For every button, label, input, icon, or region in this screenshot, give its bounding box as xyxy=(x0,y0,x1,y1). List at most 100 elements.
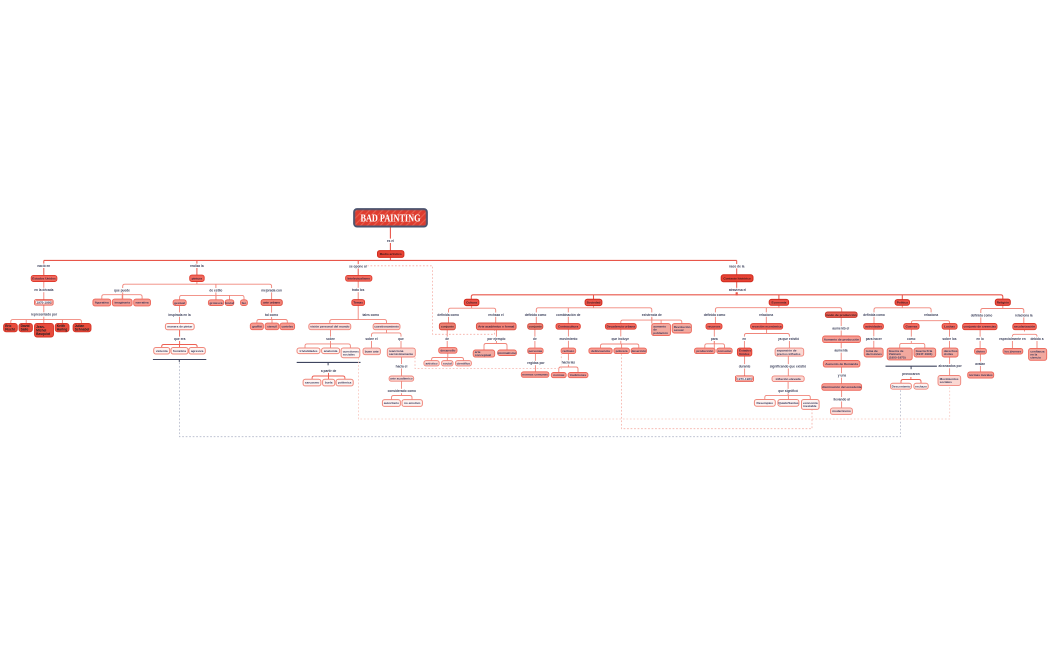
svg-text:1970-1980: 1970-1980 xyxy=(737,377,752,381)
svg-text:personas: personas xyxy=(529,349,543,353)
svg-text:sociales: sociales xyxy=(940,380,952,384)
svg-text:1970-1980: 1970-1980 xyxy=(37,301,52,305)
svg-text:durante: durante xyxy=(739,364,751,368)
svg-text:significando que existió: significando que existió xyxy=(770,364,806,368)
svg-text:civiles: civiles xyxy=(944,352,954,356)
svg-text:reacciona: reacciona xyxy=(389,349,404,353)
svg-text:deserción: deserción xyxy=(631,349,646,353)
svg-text:Schnabel: Schnabel xyxy=(75,328,90,332)
svg-text:buen arte: buen arte xyxy=(365,350,379,354)
svg-text:actividades: actividades xyxy=(865,325,882,329)
svg-text:anatomía: anatomía xyxy=(324,349,338,353)
svg-text:los jóvenes: los jóvenes xyxy=(1004,349,1021,353)
svg-text:grotesca: grotesca xyxy=(210,301,223,305)
svg-text:conjunto: conjunto xyxy=(441,325,454,329)
svg-text:tradiciones: tradiciones xyxy=(570,373,587,377)
svg-text:alcanzados por: alcanzados por xyxy=(938,364,962,368)
svg-text:modo de producción: modo de producción xyxy=(826,313,857,317)
svg-text:Aumento de Demanda: Aumento de Demanda xyxy=(825,362,858,366)
svg-text:de: de xyxy=(445,337,449,341)
svg-text:social: social xyxy=(443,361,452,365)
svg-text:considerado como: considerado como xyxy=(388,389,416,393)
svg-text:sarcásticamente: sarcásticamente xyxy=(389,352,414,356)
svg-text:Estados: Estados xyxy=(739,349,751,353)
svg-text:definida como: definida como xyxy=(704,313,726,317)
svg-text:especialmente en: especialmente en xyxy=(999,337,1026,341)
svg-text:trivialidades: trivialidades xyxy=(299,349,317,353)
svg-text:atraviesa el: atraviesa el xyxy=(729,288,746,292)
svg-text:aumento: aumento xyxy=(653,325,666,329)
svg-text:Michel: Michel xyxy=(36,328,46,332)
svg-text:Haring: Haring xyxy=(57,328,67,332)
svg-text:inspirada en la: inspirada en la xyxy=(168,313,191,317)
svg-text:no emotivo: no emotivo xyxy=(404,401,421,405)
svg-text:minimalismo: minimalismo xyxy=(498,351,517,355)
svg-text:normas comunes: normas comunes xyxy=(522,373,548,377)
svg-text:arte: arte xyxy=(475,350,481,354)
svg-text:cuestiones: cuestiones xyxy=(343,349,359,353)
svg-text:Basquiat: Basquiat xyxy=(36,332,51,336)
svg-text:sobre los: sobre los xyxy=(942,337,956,341)
svg-text:polémica: polémica xyxy=(338,381,352,385)
svg-text:derechos: derechos xyxy=(944,349,958,353)
svg-text:Estados Unidos: Estados Unidos xyxy=(32,277,56,281)
svg-text:por ejemplo: por ejemplo xyxy=(487,337,505,341)
svg-text:que: que xyxy=(398,337,404,341)
svg-text:y una: y una xyxy=(838,374,847,378)
svg-text:frenética: frenética xyxy=(173,349,186,353)
svg-text:expansión de: expansión de xyxy=(777,349,797,353)
svg-text:mejorada con: mejorada con xyxy=(261,288,282,292)
svg-text:definida como: definida como xyxy=(437,313,459,317)
svg-text:se opone al: se opone al xyxy=(349,264,367,268)
svg-text:ciencia: ciencia xyxy=(1030,356,1041,360)
svg-text:de: de xyxy=(533,337,537,341)
svg-text:Cultura: Cultura xyxy=(466,301,477,305)
svg-text:Eric: Eric xyxy=(5,324,11,328)
svg-text:inestable: inestable xyxy=(803,404,817,408)
svg-text:Intelectualismo: Intelectualismo xyxy=(348,276,371,280)
svg-text:Sociedad: Sociedad xyxy=(587,301,601,305)
svg-text:debido a: debido a xyxy=(1030,337,1043,341)
svg-text:pintura: pintura xyxy=(192,276,203,280)
svg-text:movimiento: movimiento xyxy=(560,337,578,341)
svg-text:artístico: artístico xyxy=(425,361,437,365)
svg-text:confianza: confianza xyxy=(1030,349,1045,353)
svg-text:tal como: tal como xyxy=(265,313,278,317)
svg-text:divino: divino xyxy=(976,349,985,353)
svg-text:disminución del excedente: disminución del excedente xyxy=(822,385,862,389)
svg-text:Guerra de: Guerra de xyxy=(889,349,904,353)
svg-text:Luchas: Luchas xyxy=(944,325,955,329)
svg-text:rechazo: rechazo xyxy=(915,384,927,388)
svg-text:en la: en la xyxy=(1030,352,1037,356)
svg-text:normas: normas xyxy=(553,373,564,377)
svg-text:realiza la: realiza la xyxy=(190,264,204,268)
svg-text:Keith: Keith xyxy=(57,324,65,328)
svg-text:violenta: violenta xyxy=(156,349,168,353)
svg-text:conjunto de creencias: conjunto de creencias xyxy=(963,325,996,329)
svg-text:como: como xyxy=(907,337,916,341)
svg-text:representado por: representado por xyxy=(31,313,58,317)
svg-text:Aumento de producción: Aumento de producción xyxy=(824,337,860,341)
svg-text:Desempleo: Desempleo xyxy=(757,401,774,405)
svg-text:toma de: toma de xyxy=(866,349,878,353)
svg-text:en: en xyxy=(742,337,746,341)
svg-text:aumenta: aumenta xyxy=(834,349,847,353)
svg-text:pobreza: pobreza xyxy=(616,349,628,353)
svg-text:nace de la: nace de la xyxy=(729,264,745,268)
svg-text:figurativa: figurativa xyxy=(95,301,109,305)
svg-text:Fischl: Fischl xyxy=(5,328,15,332)
svg-text:que incluye: que incluye xyxy=(612,337,630,341)
svg-text:combinación de: combinación de xyxy=(556,313,580,317)
svg-text:gestual: gestual xyxy=(174,301,185,305)
svg-text:modernismo: modernismo xyxy=(832,409,851,413)
svg-text:población: población xyxy=(653,331,668,335)
svg-text:regidas por: regidas por xyxy=(527,361,545,365)
svg-text:autoritario: autoritario xyxy=(384,401,399,405)
svg-text:brutal: brutal xyxy=(225,301,234,305)
svg-text:Religión: Religión xyxy=(997,300,1009,304)
svg-text:imaginaria: imaginaria xyxy=(114,301,130,305)
svg-text:arte académico: arte académico xyxy=(390,377,413,381)
svg-text:aumentó el: aumentó el xyxy=(832,326,849,330)
svg-text:narrativa: narrativa xyxy=(136,301,149,305)
svg-text:Julian: Julian xyxy=(75,324,85,328)
